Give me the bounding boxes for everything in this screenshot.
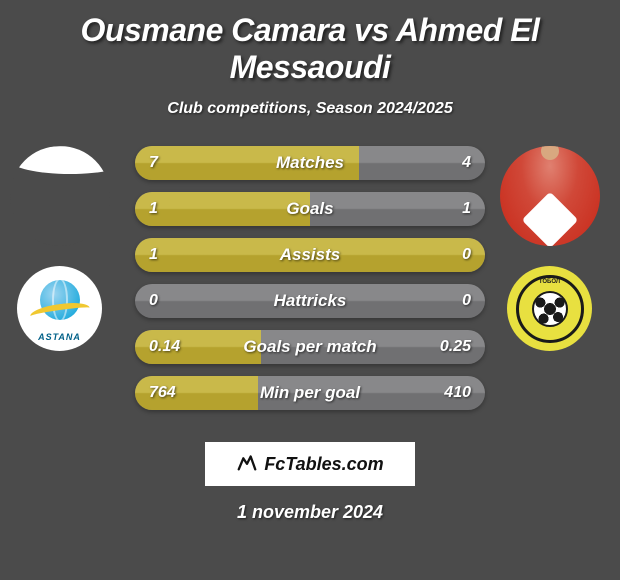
watermark: FcTables.com — [205, 442, 415, 486]
stat-row: Hattricks00 — [135, 284, 485, 318]
player1-club-badge: ASTANA — [17, 266, 102, 351]
club1-label: ASTANA — [25, 332, 95, 342]
player2-column: ТОБОЛ — [500, 146, 600, 371]
stat-bar-left — [135, 146, 359, 180]
watermark-icon — [236, 451, 258, 478]
subtitle: Club competitions, Season 2024/2025 — [0, 100, 620, 118]
stat-bar-left — [135, 330, 261, 364]
stat-row: Goals per match0.140.25 — [135, 330, 485, 364]
player2-club-badge: ТОБОЛ — [507, 266, 592, 351]
watermark-text: FcTables.com — [264, 454, 383, 475]
stat-bar-left — [135, 238, 485, 272]
stat-row: Assists10 — [135, 238, 485, 272]
player1-avatar — [10, 146, 110, 246]
stat-bar-left — [135, 192, 310, 226]
stat-bar-left — [135, 376, 258, 410]
stat-row: Matches74 — [135, 146, 485, 180]
player1-column: ASTANA — [10, 146, 110, 371]
stat-bars: Matches74 Goals11 Assists10 Hattricks00 Goal… — [135, 146, 485, 422]
player2-avatar — [500, 146, 600, 246]
comparison-area: ASTANA ТОБОЛ Matches74 Goals11 Assists10 Ha… — [0, 146, 620, 426]
date-text: 1 november 2024 — [0, 502, 620, 523]
stat-row: Min per goal764410 — [135, 376, 485, 410]
club2-label: ТОБОЛ — [516, 279, 584, 285]
stat-row: Goals11 — [135, 192, 485, 226]
page-title: Ousmane Camara vs Ahmed El Messaoudi — [0, 0, 620, 86]
